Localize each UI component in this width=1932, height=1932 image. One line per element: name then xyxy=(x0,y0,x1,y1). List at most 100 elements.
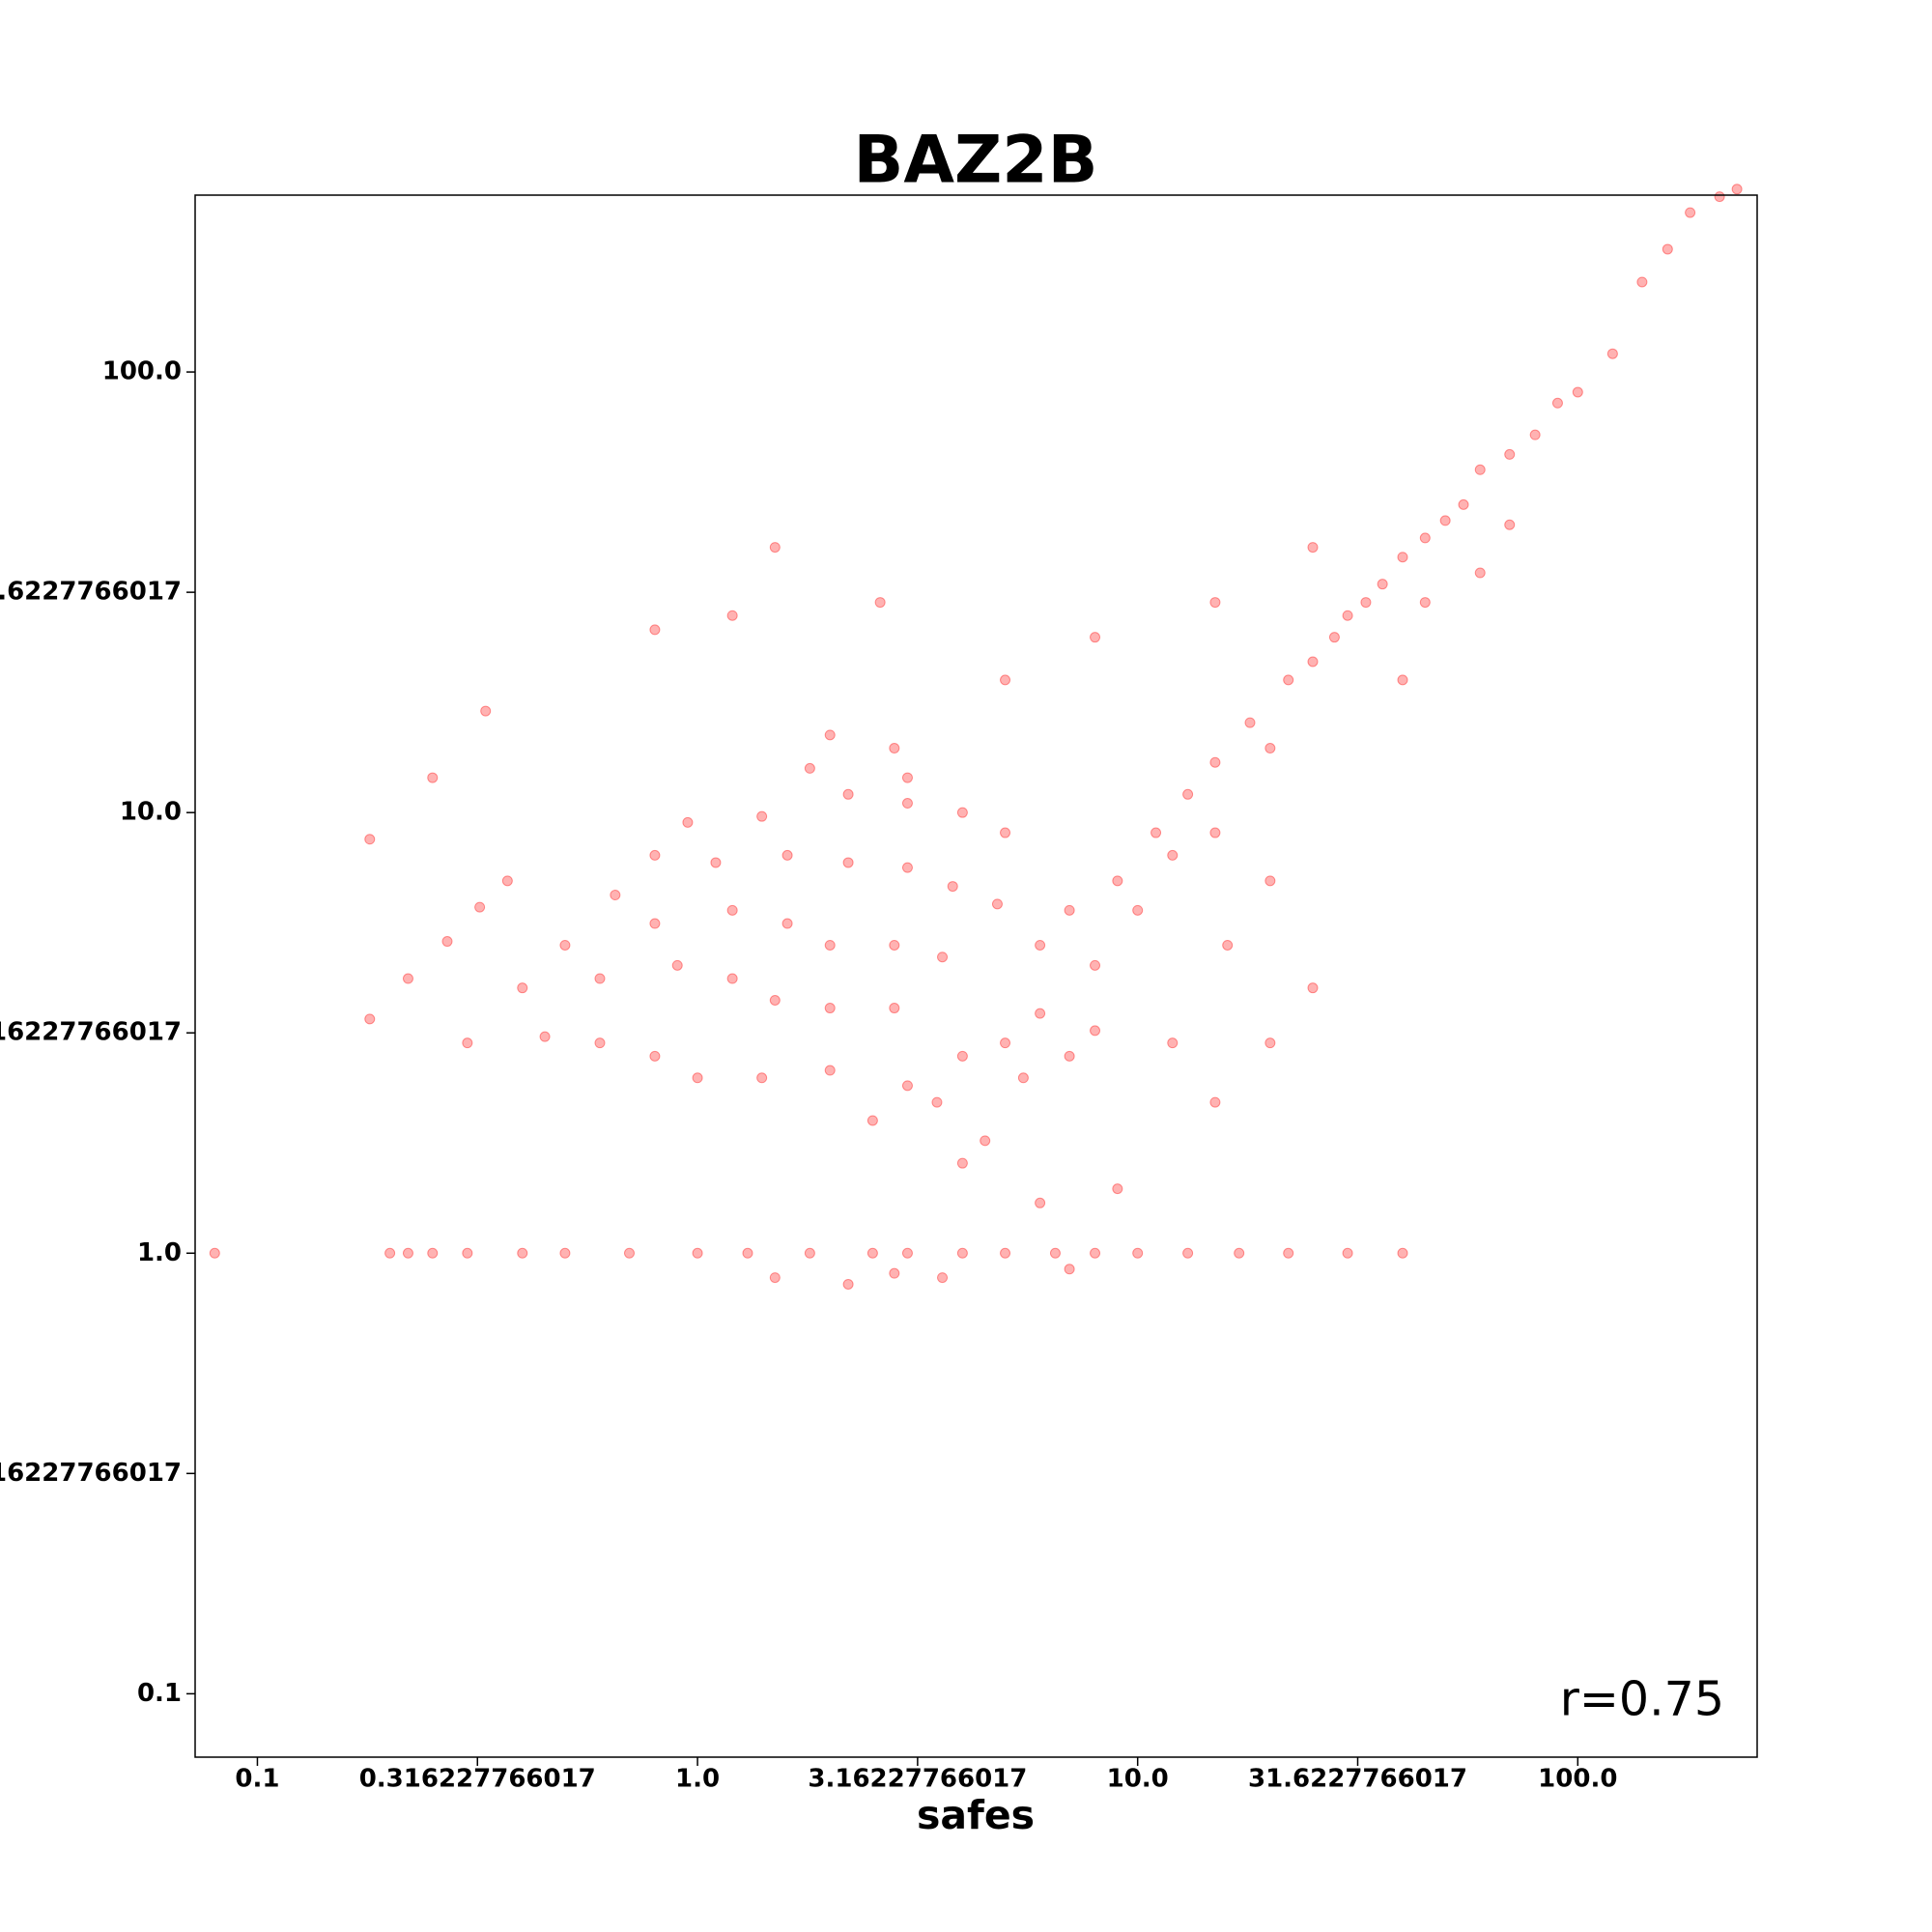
chart-title: BAZ2B xyxy=(854,123,1098,199)
point xyxy=(517,1247,528,1259)
y-tick-label: 3.16227766017 xyxy=(0,1018,182,1047)
point xyxy=(956,1247,968,1259)
point xyxy=(937,1272,949,1284)
point xyxy=(867,1247,878,1259)
point xyxy=(901,1247,913,1259)
point xyxy=(1572,386,1583,398)
point xyxy=(1035,1197,1046,1208)
point xyxy=(1090,632,1101,643)
point xyxy=(1439,515,1451,526)
point xyxy=(824,1003,836,1014)
point xyxy=(901,862,913,873)
point xyxy=(480,705,492,717)
point xyxy=(1264,875,1276,887)
point xyxy=(364,1013,376,1025)
point xyxy=(610,890,621,901)
point xyxy=(1264,1037,1276,1049)
point xyxy=(1234,1247,1245,1259)
point xyxy=(1090,1025,1101,1037)
point xyxy=(824,939,836,951)
point xyxy=(1017,1072,1029,1084)
point xyxy=(1167,849,1179,861)
point xyxy=(1342,1247,1353,1259)
point xyxy=(867,1115,878,1126)
point xyxy=(842,1278,854,1290)
point xyxy=(402,973,413,984)
point xyxy=(559,939,571,951)
point xyxy=(1222,939,1234,951)
point xyxy=(1209,756,1221,768)
point xyxy=(889,1267,900,1279)
point xyxy=(1397,674,1408,686)
point xyxy=(804,1247,815,1259)
point xyxy=(1182,1247,1194,1259)
x-tick-label: 3.16227766017 xyxy=(808,1765,1027,1794)
point xyxy=(474,901,486,913)
point xyxy=(427,1247,439,1259)
point xyxy=(1209,1096,1221,1108)
point xyxy=(1244,717,1256,728)
y-tick-label: 0.316227766017 xyxy=(0,1459,182,1488)
point xyxy=(1342,610,1353,621)
point xyxy=(1283,674,1294,686)
point xyxy=(559,1247,571,1259)
point xyxy=(1112,875,1123,887)
point xyxy=(1504,448,1516,460)
point xyxy=(692,1072,703,1084)
point xyxy=(402,1247,413,1259)
point xyxy=(1090,959,1101,971)
x-tick-label: 0.316227766017 xyxy=(359,1765,596,1794)
plot-frame xyxy=(194,194,1758,1758)
point xyxy=(441,936,453,948)
point xyxy=(649,624,661,636)
point xyxy=(1377,579,1388,590)
y-tick-label: 100.0 xyxy=(102,357,182,386)
point xyxy=(889,939,900,951)
point xyxy=(462,1037,473,1049)
point xyxy=(1112,1183,1123,1195)
y-tick-label: 0.1 xyxy=(137,1679,182,1708)
point xyxy=(956,1050,968,1062)
point xyxy=(1000,1037,1011,1049)
y-tick-label: 31.6227766017 xyxy=(0,578,182,607)
point xyxy=(692,1247,703,1259)
point xyxy=(1307,656,1319,668)
point xyxy=(1474,464,1486,475)
point xyxy=(671,959,683,971)
point xyxy=(1504,519,1516,530)
point xyxy=(1474,567,1486,579)
x-tick-label: 1.0 xyxy=(675,1765,720,1794)
point xyxy=(1419,597,1431,609)
x-tick-label: 31.6227766017 xyxy=(1248,1765,1467,1794)
x-tick-label: 10.0 xyxy=(1107,1765,1169,1794)
point xyxy=(769,994,781,1006)
x-axis-label: safes xyxy=(917,1792,1035,1838)
point xyxy=(956,1157,968,1169)
point xyxy=(756,810,768,822)
point xyxy=(901,772,913,783)
point xyxy=(1000,1247,1011,1259)
point xyxy=(364,834,376,845)
y-tick-label: 1.0 xyxy=(137,1238,182,1267)
point xyxy=(726,973,738,984)
point xyxy=(539,1031,551,1042)
point xyxy=(726,610,738,621)
point xyxy=(1397,1247,1408,1259)
point xyxy=(1360,597,1372,609)
point xyxy=(1283,1247,1294,1259)
point xyxy=(384,1247,396,1259)
point xyxy=(427,772,439,783)
point xyxy=(956,807,968,818)
point xyxy=(824,1065,836,1076)
point xyxy=(1132,904,1144,916)
point xyxy=(937,952,949,963)
point xyxy=(804,762,815,774)
point xyxy=(649,849,661,861)
point xyxy=(742,1247,753,1259)
point xyxy=(649,1050,661,1062)
point xyxy=(901,798,913,810)
point xyxy=(1731,184,1743,195)
point xyxy=(209,1247,220,1259)
point xyxy=(501,875,513,887)
